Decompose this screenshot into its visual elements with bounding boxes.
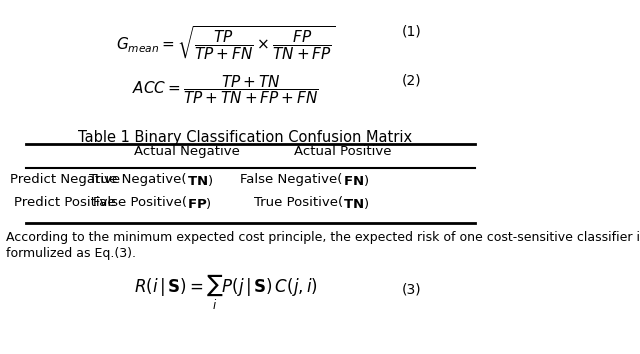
Text: $\mathbf{TN}$): $\mathbf{TN}$) xyxy=(343,196,369,211)
Text: $R(i\,|\,\mathbf{S}) = \sum_{i} P(j\,|\,\mathbf{S})\,C(j,i)$: $R(i\,|\,\mathbf{S}) = \sum_{i} P(j\,|\,… xyxy=(134,272,317,312)
Text: (1): (1) xyxy=(401,24,421,38)
Text: False Positive(: False Positive( xyxy=(93,196,187,209)
Text: True Negative(: True Negative( xyxy=(89,173,187,187)
Text: Predict Negative: Predict Negative xyxy=(10,173,120,187)
Text: False Negative(: False Negative( xyxy=(241,173,343,187)
Text: Table 1 Binary Classification Confusion Matrix: Table 1 Binary Classification Confusion … xyxy=(78,130,412,144)
Text: $G_{mean} = \sqrt{\dfrac{TP}{TP+FN} \times \dfrac{FP}{TN+FP}}$: $G_{mean} = \sqrt{\dfrac{TP}{TP+FN} \tim… xyxy=(116,24,335,62)
Text: According to the minimum expected cost principle, the expected risk of one cost-: According to the minimum expected cost p… xyxy=(6,232,640,245)
Text: Actual Negative: Actual Negative xyxy=(134,145,239,158)
Text: (3): (3) xyxy=(401,282,421,296)
Text: Actual Positive: Actual Positive xyxy=(294,145,392,158)
Text: $\mathbf{TN}$): $\mathbf{TN}$) xyxy=(187,173,213,188)
Text: True Positive(: True Positive( xyxy=(253,196,343,209)
Text: $\mathbf{FP}$): $\mathbf{FP}$) xyxy=(187,196,211,211)
Text: Predict Positive: Predict Positive xyxy=(14,196,116,209)
Text: $\mathbf{FN}$): $\mathbf{FN}$) xyxy=(343,173,369,188)
Text: formulized as Eq.(3).: formulized as Eq.(3). xyxy=(6,247,136,260)
Text: $ACC = \dfrac{TP+TN}{TP+TN+FP+FN}$: $ACC = \dfrac{TP+TN}{TP+TN+FP+FN}$ xyxy=(132,73,319,106)
Text: (2): (2) xyxy=(401,73,421,87)
